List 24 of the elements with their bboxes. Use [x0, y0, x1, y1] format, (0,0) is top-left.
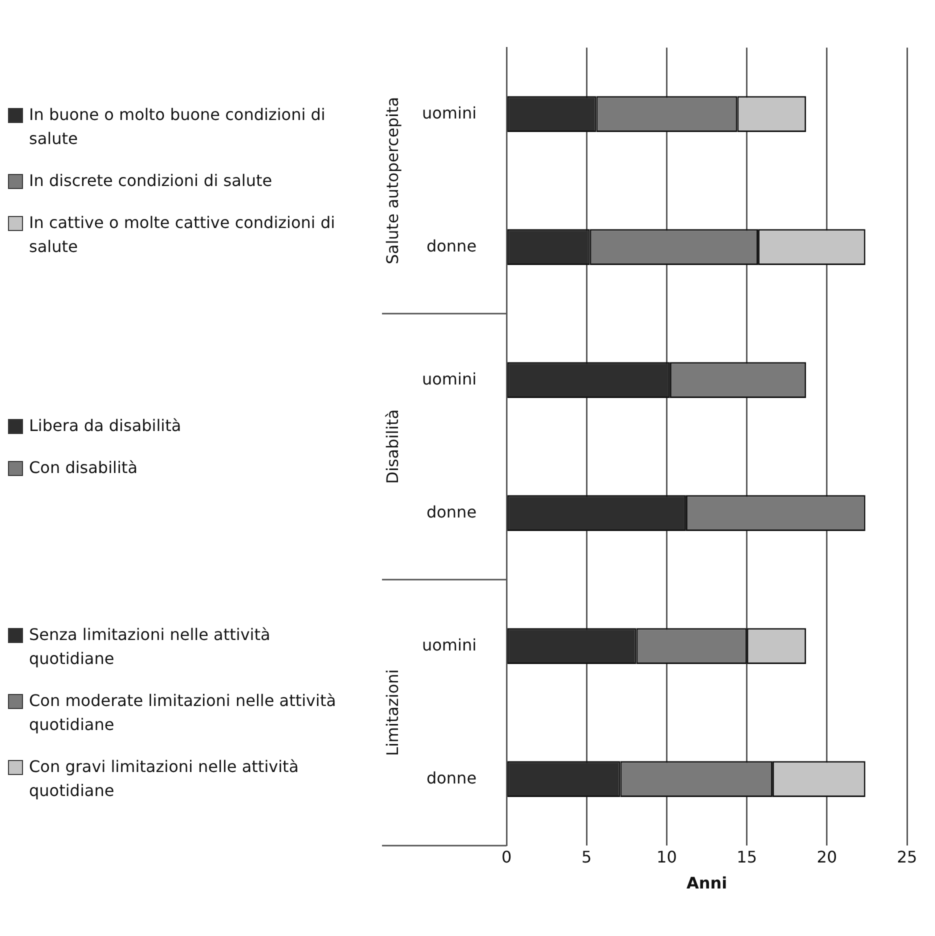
legend-label: Senza limitazioni nelle attività quotidiane [29, 624, 272, 670]
y-tick-label: uomini [422, 635, 477, 654]
x-tick-label: 25 [896, 847, 918, 866]
x-tick-label: 0 [501, 847, 512, 866]
legend-label: In discrete condizioni di salute [29, 170, 272, 192]
text: Limitazioni [383, 669, 402, 756]
text: Salute autopercepita [383, 96, 402, 264]
y-tick-label: donne [426, 502, 477, 522]
legend-label: Con moderate limitazioni nelle attività quotidiane [29, 690, 338, 736]
legend-label: In cattive o molte cattive condizioni di salute [29, 212, 336, 258]
legend-label: In buone o molto buone condizioni di salute [29, 104, 326, 150]
y-tick-label: donne [426, 768, 477, 788]
y-tick-label: donne [426, 236, 477, 256]
x-tick-label: 5 [582, 847, 592, 866]
x-tick-label: 20 [816, 847, 838, 866]
x-tick-label: 10 [656, 847, 677, 866]
legend-label: Con disabilità [29, 456, 138, 479]
x-axis-title: Anni [686, 874, 728, 893]
y-tick-label: uomini [422, 103, 477, 122]
y-tick-label: uomini [422, 369, 477, 388]
x-tick-label: 15 [736, 847, 757, 866]
legend-label: Con gravi limitazioni nelle attività quotidiane [29, 756, 300, 802]
text: Disabilità [383, 409, 402, 484]
legend-label: Libera da disabilità [29, 414, 182, 437]
